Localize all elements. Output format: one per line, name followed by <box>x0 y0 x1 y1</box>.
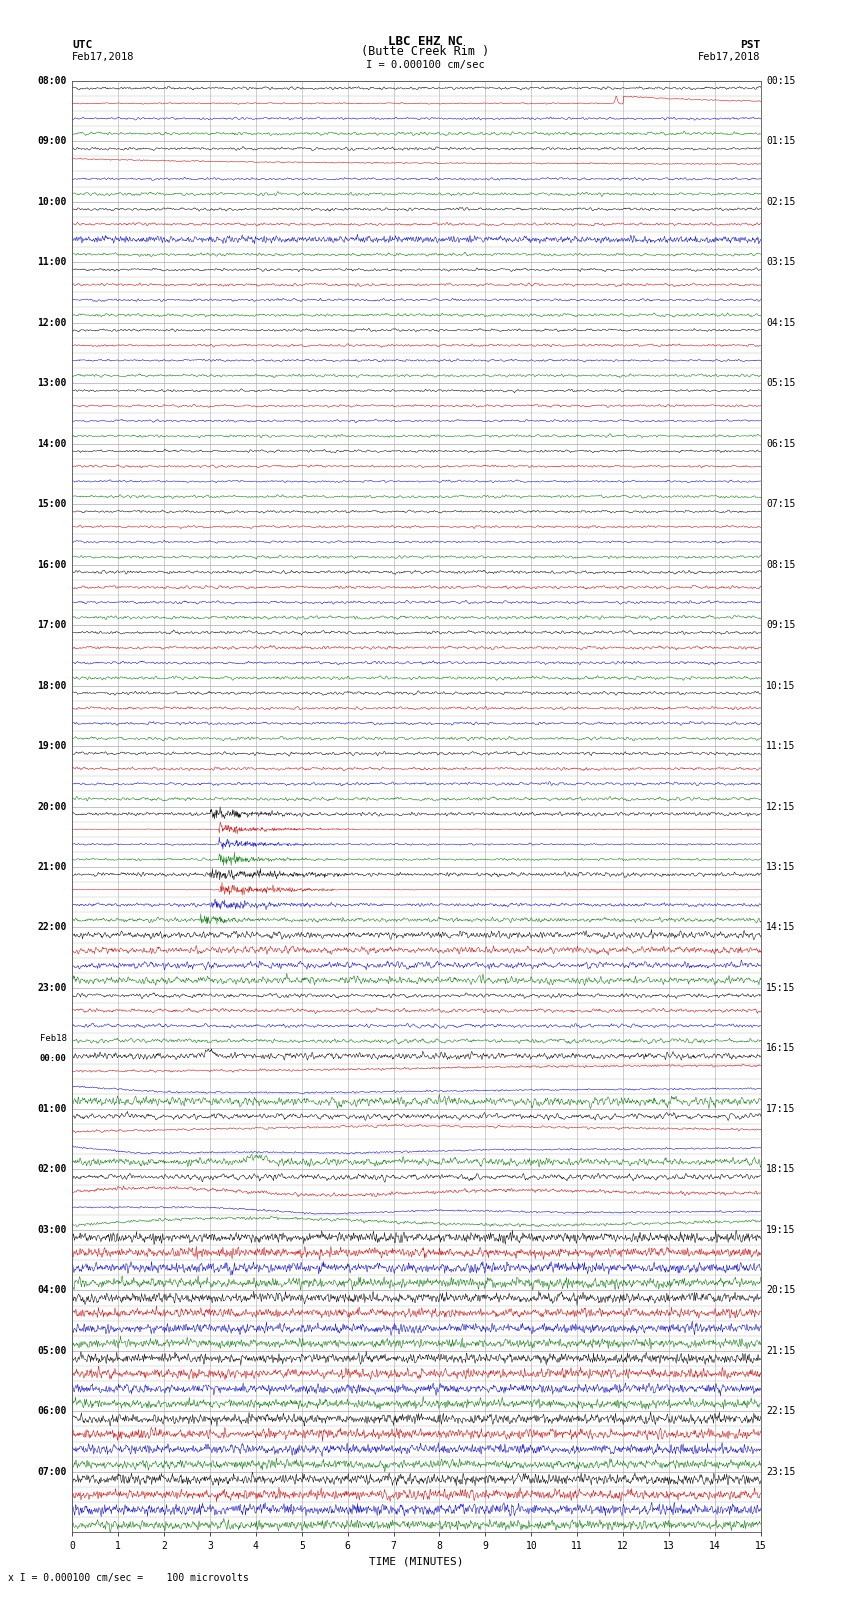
Text: 22:00: 22:00 <box>37 923 66 932</box>
Text: LBC EHZ NC: LBC EHZ NC <box>388 35 462 48</box>
Text: 06:15: 06:15 <box>767 439 796 448</box>
Text: 01:15: 01:15 <box>767 135 796 147</box>
Text: 14:00: 14:00 <box>37 439 66 448</box>
Text: PST: PST <box>740 40 761 50</box>
Text: Feb17,2018: Feb17,2018 <box>698 52 761 61</box>
Text: 10:15: 10:15 <box>767 681 796 690</box>
Text: x I = 0.000100 cm/sec =    100 microvolts: x I = 0.000100 cm/sec = 100 microvolts <box>8 1573 249 1582</box>
Text: 03:15: 03:15 <box>767 256 796 268</box>
Text: 05:15: 05:15 <box>767 377 796 389</box>
Text: 10:00: 10:00 <box>37 197 66 206</box>
Text: 20:00: 20:00 <box>37 802 66 811</box>
Text: 01:00: 01:00 <box>37 1103 66 1115</box>
Text: 21:00: 21:00 <box>37 861 66 873</box>
Text: 09:00: 09:00 <box>37 135 66 147</box>
Text: 00:00: 00:00 <box>40 1053 66 1063</box>
Text: 02:15: 02:15 <box>767 197 796 206</box>
Text: 00:15: 00:15 <box>767 76 796 85</box>
Text: 12:00: 12:00 <box>37 318 66 327</box>
Text: 14:15: 14:15 <box>767 923 796 932</box>
Text: I = 0.000100 cm/sec: I = 0.000100 cm/sec <box>366 60 484 69</box>
Text: 18:00: 18:00 <box>37 681 66 690</box>
Text: 16:00: 16:00 <box>37 560 66 569</box>
Text: 11:00: 11:00 <box>37 256 66 268</box>
Text: 02:00: 02:00 <box>37 1165 66 1174</box>
Text: 15:15: 15:15 <box>767 982 796 994</box>
Text: (Butte Creek Rim ): (Butte Creek Rim ) <box>361 45 489 58</box>
Text: Feb17,2018: Feb17,2018 <box>72 52 135 61</box>
Text: 23:15: 23:15 <box>767 1466 796 1478</box>
Text: 21:15: 21:15 <box>767 1345 796 1357</box>
Text: 16:15: 16:15 <box>767 1044 796 1053</box>
Text: 13:15: 13:15 <box>767 861 796 873</box>
Text: 07:15: 07:15 <box>767 498 796 510</box>
Text: 06:00: 06:00 <box>37 1407 66 1416</box>
X-axis label: TIME (MINUTES): TIME (MINUTES) <box>369 1557 464 1566</box>
Text: 04:15: 04:15 <box>767 318 796 327</box>
Text: 17:00: 17:00 <box>37 619 66 631</box>
Text: 19:00: 19:00 <box>37 740 66 752</box>
Text: 15:00: 15:00 <box>37 498 66 510</box>
Text: 11:15: 11:15 <box>767 740 796 752</box>
Text: 04:00: 04:00 <box>37 1286 66 1295</box>
Text: 23:00: 23:00 <box>37 982 66 994</box>
Text: Feb18: Feb18 <box>40 1034 66 1044</box>
Text: 09:15: 09:15 <box>767 619 796 631</box>
Text: 13:00: 13:00 <box>37 377 66 389</box>
Text: 08:00: 08:00 <box>37 76 66 85</box>
Text: 03:00: 03:00 <box>37 1224 66 1236</box>
Text: 22:15: 22:15 <box>767 1407 796 1416</box>
Text: 20:15: 20:15 <box>767 1286 796 1295</box>
Text: 12:15: 12:15 <box>767 802 796 811</box>
Text: 05:00: 05:00 <box>37 1345 66 1357</box>
Text: UTC: UTC <box>72 40 93 50</box>
Text: 07:00: 07:00 <box>37 1466 66 1478</box>
Text: 18:15: 18:15 <box>767 1165 796 1174</box>
Text: 08:15: 08:15 <box>767 560 796 569</box>
Text: 17:15: 17:15 <box>767 1103 796 1115</box>
Text: 19:15: 19:15 <box>767 1224 796 1236</box>
